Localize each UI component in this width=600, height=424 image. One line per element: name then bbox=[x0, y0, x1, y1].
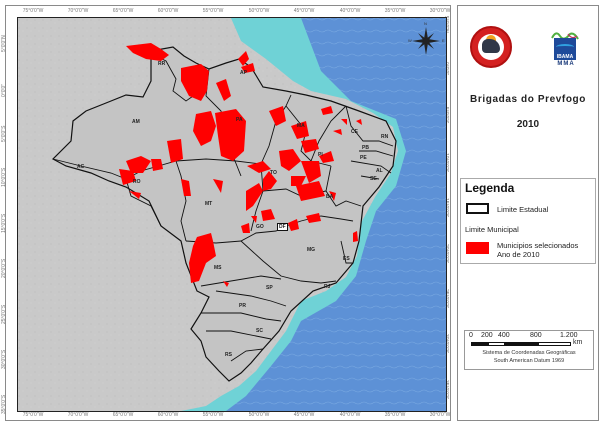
state-label: GO bbox=[256, 224, 264, 230]
left-tick-label: 15°0'0"S bbox=[1, 213, 7, 233]
left-tick-label: 0°0'0" bbox=[1, 83, 7, 97]
scale-seg-1 bbox=[471, 342, 488, 346]
state-label: BA bbox=[326, 194, 334, 200]
scale-unit: km bbox=[573, 339, 583, 346]
state-label: AP bbox=[240, 70, 247, 76]
top-tick-label: 65°0'0"W bbox=[112, 8, 134, 14]
selected-label-line2: Ano de 2010 bbox=[497, 250, 540, 259]
top-tick-label: 70°0'0"W bbox=[67, 8, 89, 14]
state-limit-label: Limite Estadual bbox=[497, 205, 549, 214]
top-tick-label: 50°0'0"W bbox=[248, 8, 270, 14]
bottom-tick-label: 35°0'0"W bbox=[384, 412, 406, 418]
state-label: DF bbox=[277, 223, 288, 231]
state-label: PB bbox=[362, 145, 369, 151]
ibama-text: IBAMA bbox=[556, 54, 574, 60]
left-tick-label: 10°0'0"S bbox=[1, 167, 7, 187]
scale-seg-4 bbox=[538, 342, 571, 346]
state-label: MT bbox=[205, 201, 213, 207]
crs-line1: Sistema de Coordenadas Geográficas bbox=[482, 350, 576, 356]
bottom-tick-label: 75°0'0"W bbox=[22, 412, 44, 418]
crs-line2: South American Datum 1969 bbox=[493, 358, 565, 364]
left-tick-label: 5°0'0"S bbox=[1, 125, 7, 142]
state-label: RN bbox=[381, 134, 389, 140]
state-label: SE bbox=[370, 176, 377, 182]
side-panel: IBAMA MMA Brigadas do Prevfogo 2010 Lege… bbox=[457, 5, 599, 421]
scale-label-400: 400 bbox=[498, 332, 510, 339]
bottom-tick-label: 70°0'0"W bbox=[67, 412, 89, 418]
bottom-tick-label: 50°0'0"W bbox=[248, 412, 270, 418]
left-tick-label: 25°0'0"S bbox=[1, 304, 7, 324]
state-label: MA bbox=[297, 123, 305, 129]
top-tick-label: 75°0'0"W bbox=[22, 8, 44, 14]
state-limit-swatch bbox=[466, 203, 489, 214]
selected-municipalities-swatch bbox=[466, 242, 489, 254]
state-label: RJ bbox=[324, 284, 331, 290]
state-label: AM bbox=[132, 119, 140, 125]
state-label: RO bbox=[133, 179, 141, 185]
scale-label-200: 200 bbox=[481, 332, 493, 339]
top-tick-label: 35°0'0"W bbox=[384, 8, 406, 14]
bottom-tick-label: 30°0'0"W bbox=[429, 412, 451, 418]
municipal-limit-label: Limite Municipal bbox=[465, 225, 519, 234]
north-arrow-icon bbox=[412, 27, 440, 55]
state-label: TO bbox=[270, 170, 277, 176]
scale-label-1200: 1.200 bbox=[560, 332, 578, 339]
top-tick-label: 45°0'0"W bbox=[293, 8, 315, 14]
scale-bar-box: 0 200 400 800 1.200 km Sistema de Coorde… bbox=[464, 330, 594, 370]
state-label: RR bbox=[158, 61, 166, 67]
state-label: AL bbox=[376, 168, 383, 174]
state-label: AC bbox=[77, 164, 85, 170]
map-title: Brigadas do Prevfogo bbox=[470, 94, 586, 105]
state-label: SC bbox=[256, 328, 263, 334]
ibama-mma-logo: IBAMA MMA bbox=[548, 30, 584, 68]
brazil-map bbox=[18, 18, 446, 411]
state-label: PR bbox=[239, 303, 246, 309]
scale-label-0: 0 bbox=[469, 332, 473, 339]
top-tick-label: 40°0'0"W bbox=[339, 8, 361, 14]
selected-municipalities bbox=[119, 43, 362, 287]
bottom-tick-label: 65°0'0"W bbox=[112, 412, 134, 418]
left-tick-label: 35°0'0"S bbox=[1, 394, 7, 414]
scale-seg-2 bbox=[488, 342, 505, 346]
state-label: PI bbox=[318, 152, 323, 158]
bottom-tick-label: 40°0'0"W bbox=[339, 412, 361, 418]
state-label: MS bbox=[214, 265, 222, 271]
compass-w: W bbox=[408, 38, 412, 43]
legend: Legenda Limite Estadual Limite Municipal… bbox=[460, 178, 596, 264]
bottom-tick-label: 45°0'0"W bbox=[293, 412, 315, 418]
left-tick-label: 30°0'0"S bbox=[1, 349, 7, 369]
compass-e: E bbox=[442, 38, 445, 43]
brazil-territory bbox=[52, 46, 397, 382]
top-tick-label: 60°0'0"W bbox=[157, 8, 179, 14]
bottom-tick-label: 55°0'0"W bbox=[202, 412, 224, 418]
state-label: CE bbox=[351, 129, 358, 135]
state-label: PA bbox=[236, 117, 243, 123]
state-label: PE bbox=[360, 155, 367, 161]
scale-seg-3 bbox=[505, 342, 538, 346]
bottom-tick-label: 60°0'0"W bbox=[157, 412, 179, 418]
map-canvas[interactable]: RR AP AM PA MA CE RN PB PE PI AL SE AC RO TO BA MT GO DF MG… bbox=[17, 17, 447, 412]
selected-label-line1: Municipios selecionados bbox=[497, 241, 579, 250]
legend-title: Legenda bbox=[465, 181, 515, 195]
state-label: RS bbox=[225, 352, 232, 358]
state-label: SP bbox=[266, 285, 273, 291]
top-tick-label: 30°0'0"W bbox=[429, 8, 451, 14]
state-label: MG bbox=[307, 247, 316, 253]
top-tick-label: 55°0'0"W bbox=[202, 8, 224, 14]
prevfogo-logo bbox=[470, 26, 512, 68]
compass-n: N bbox=[424, 21, 427, 26]
map-year: 2010 bbox=[516, 119, 540, 130]
left-tick-label: 5°0'0"N bbox=[1, 35, 7, 52]
left-tick-label: 20°0'0"S bbox=[1, 258, 7, 278]
mma-text: MMA bbox=[557, 61, 575, 67]
scale-label-800: 800 bbox=[530, 332, 542, 339]
state-label: ES bbox=[343, 256, 350, 262]
